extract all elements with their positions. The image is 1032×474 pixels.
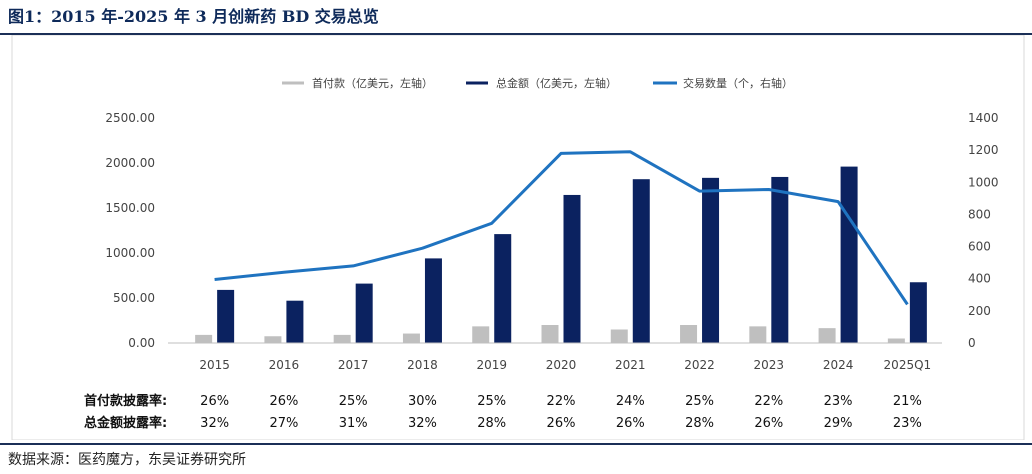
left-axis: 0.00 500.00 1000.00 1500.00 2000.00 2500.00 <box>105 111 155 350</box>
upfront-bar <box>402 333 420 343</box>
x-tick-label: 2016 <box>269 358 300 372</box>
total-rate-value: 26% <box>547 416 576 431</box>
total-rate-value: 27% <box>269 416 298 431</box>
total-rate-value: 29% <box>824 416 853 431</box>
bottom-divider <box>0 443 1032 445</box>
right-tick-label: 1200 <box>968 143 999 157</box>
upfront-rate-value: 24% <box>616 394 645 409</box>
upfront-rate-value: 23% <box>824 394 853 409</box>
x-tick-label: 2023 <box>754 358 785 372</box>
total-bar <box>563 194 581 343</box>
total-bar <box>355 283 373 343</box>
total-bar <box>909 282 927 343</box>
upfront-rate-value: 22% <box>754 394 783 409</box>
x-tick-label: 2015 <box>199 358 230 372</box>
x-tick-label: 2017 <box>338 358 369 372</box>
page-title: 图1：2015 年-2025 年 3 月创新药 BD 交易总览 <box>8 7 379 26</box>
total-rate-value: 31% <box>339 416 368 431</box>
x-tick-label: 2025Q1 <box>884 358 932 372</box>
upfront-rate-value: 25% <box>477 394 506 409</box>
total-bar <box>632 179 650 343</box>
disclosure-rates: 首付款披露率: 总金额披露率: 26% 26% 25% 30% 25% 22% 24% 25% 22… <box>84 393 922 431</box>
right-tick-label: 600 <box>968 240 991 254</box>
total-bar <box>771 176 789 343</box>
count-line-series <box>214 150 909 306</box>
right-axis: 0 200 400 600 800 1000 1200 1400 <box>968 111 999 350</box>
upfront-bar <box>887 338 905 343</box>
right-tick-label: 400 <box>968 272 991 286</box>
left-tick-label: 1500.00 <box>105 201 155 215</box>
x-tick-label: 2020 <box>546 358 577 372</box>
x-tick-label: 2021 <box>615 358 646 372</box>
total-bar <box>217 289 235 343</box>
upfront-bar <box>472 326 490 343</box>
bars <box>168 166 942 344</box>
bd-deals-chart: 首付款（亿美元，左轴） 总金额（亿美元，左轴） 交易数量（个，右轴） 0.00 500… <box>11 35 1025 440</box>
left-tick-label: 0.00 <box>128 336 155 350</box>
upfront-bar <box>333 334 351 343</box>
left-tick-label: 500.00 <box>113 291 155 305</box>
left-tick-label: 1000.00 <box>105 246 155 260</box>
total-rate-value: 28% <box>685 416 714 431</box>
upfront-bar <box>680 325 698 343</box>
total-bar <box>840 166 858 343</box>
total-rate-value: 26% <box>754 416 783 431</box>
upfront-rate-value: 30% <box>408 394 437 409</box>
upfront-bar <box>541 325 559 343</box>
total-bar <box>702 177 720 343</box>
upfront-bar <box>610 329 628 343</box>
right-tick-label: 1000 <box>968 175 999 189</box>
total-rate-value: 28% <box>477 416 506 431</box>
legend-label-0: 首付款（亿美元，左轴） <box>312 76 433 90</box>
upfront-bar <box>749 326 767 343</box>
right-tick-label: 800 <box>968 207 991 221</box>
upfront-bar <box>195 334 213 343</box>
upfront-bar <box>264 336 282 343</box>
total-rate-value: 23% <box>893 416 922 431</box>
upfront-bar <box>818 328 836 343</box>
total-bar <box>286 300 304 343</box>
total-rate-value: 32% <box>200 416 229 431</box>
upfront-rate-value: 22% <box>547 394 576 409</box>
upfront-rate-value: 25% <box>685 394 714 409</box>
right-tick-label: 0 <box>968 336 976 350</box>
top-divider <box>0 33 1032 35</box>
legend-swatch-1 <box>466 81 488 85</box>
x-tick-label: 2024 <box>823 358 854 372</box>
source-note: 数据来源：医药魔方，东吴证券研究所 <box>8 452 246 468</box>
legend-label-2: 交易数量（个，右轴） <box>683 76 793 90</box>
total-rate-value: 26% <box>616 416 645 431</box>
legend-swatch-0 <box>282 81 304 85</box>
total-rate-value: 32% <box>408 416 437 431</box>
total-rate-row-label: 总金额披露率: <box>84 415 167 431</box>
right-tick-label: 200 <box>968 304 991 318</box>
count-line <box>214 150 909 306</box>
x-axis: 2015 2016 2017 2018 2019 2020 2021 2022 2023 2024… <box>199 358 931 372</box>
upfront-rate-value: 26% <box>269 394 298 409</box>
upfront-rate-value: 25% <box>339 394 368 409</box>
legend-label-1: 总金额（亿美元，左轴） <box>496 76 617 90</box>
total-bar <box>424 258 442 343</box>
x-tick-label: 2019 <box>476 358 507 372</box>
right-tick-label: 1400 <box>968 111 999 125</box>
upfront-rate-value: 26% <box>200 394 229 409</box>
x-tick-label: 2022 <box>684 358 715 372</box>
upfront-rate-row-label: 首付款披露率: <box>84 393 167 409</box>
x-tick-label: 2018 <box>407 358 438 372</box>
left-tick-label: 2500.00 <box>105 111 155 125</box>
left-tick-label: 2000.00 <box>105 156 155 170</box>
upfront-rate-value: 21% <box>893 394 922 409</box>
legend: 首付款（亿美元，左轴） 总金额（亿美元，左轴） 交易数量（个，右轴） <box>282 76 793 90</box>
chart-frame <box>11 35 1025 440</box>
total-bar <box>494 234 512 343</box>
